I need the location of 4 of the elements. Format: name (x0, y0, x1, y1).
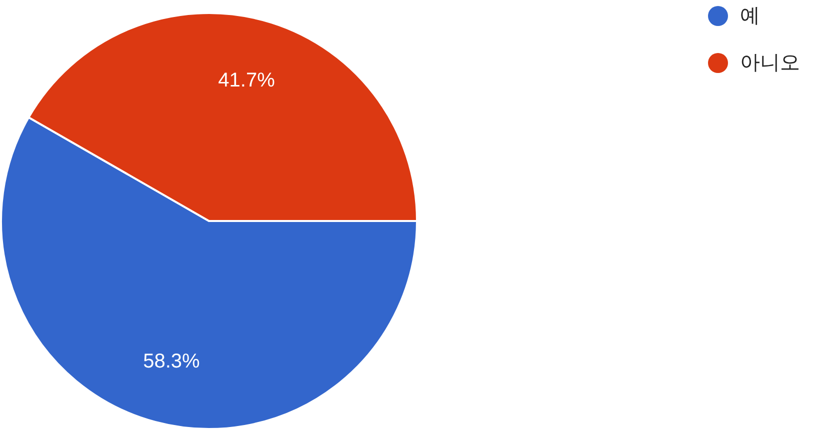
legend-label: 아니오 (740, 52, 800, 74)
data-label: 41.7% (218, 69, 276, 92)
legend-label: 예 (740, 5, 760, 27)
data-label: 58.3% (143, 350, 200, 373)
